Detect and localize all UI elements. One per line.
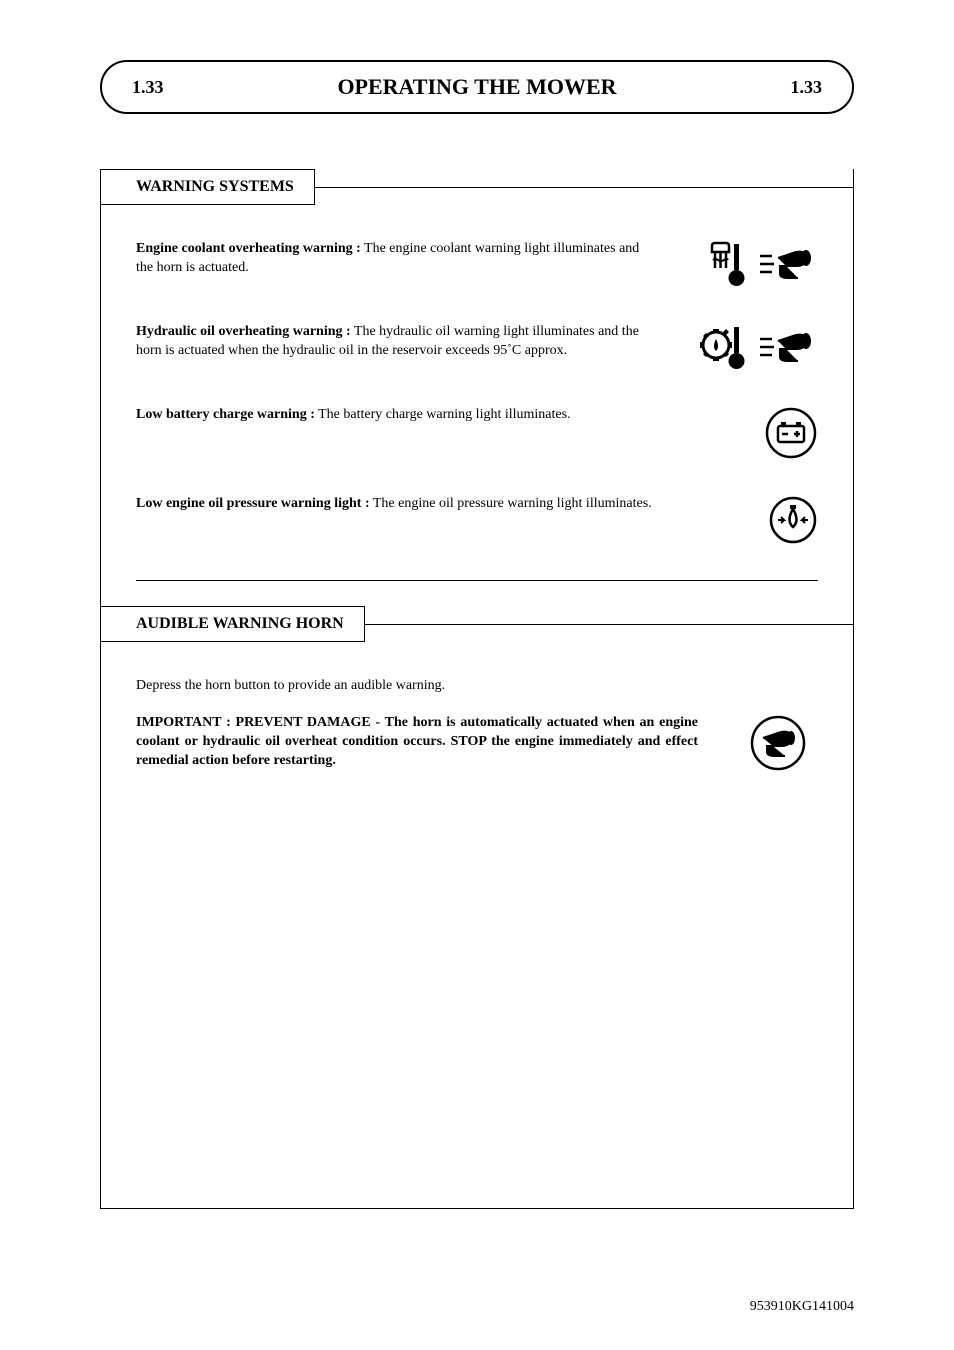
- heading-rule: [315, 187, 853, 188]
- section-heading-warning-systems: WARNING SYSTEMS: [101, 169, 853, 205]
- header-title: OPERATING THE MOWER: [164, 74, 791, 100]
- section-divider: [136, 580, 818, 581]
- warning-item: Hydraulic oil overheating warning : The …: [101, 323, 853, 371]
- important-row: IMPORTANT : PREVENT DAMAGE - The horn is…: [101, 714, 853, 772]
- warning-bold: Engine coolant overheating warning :: [136, 241, 361, 256]
- warning-text: Low battery charge warning : The battery…: [136, 406, 678, 425]
- important-text: IMPORTANT : PREVENT DAMAGE - The horn is…: [136, 714, 738, 772]
- warning-text: Low engine oil pressure warning light : …: [136, 495, 678, 514]
- warning-desc: The battery charge warning light illumin…: [315, 407, 571, 422]
- horn-circle-icon: [749, 714, 807, 772]
- oil-gear-icon: [698, 323, 748, 371]
- content-frame: WARNING SYSTEMS Engine coolant overheati…: [100, 169, 854, 1209]
- horn-sound-icon: [756, 244, 818, 284]
- warning-icons: [678, 240, 818, 288]
- warning-text: Hydraulic oil overheating warning : The …: [136, 323, 678, 361]
- warning-icons: [678, 323, 818, 371]
- warning-desc: The engine oil pressure warning light il…: [370, 496, 652, 511]
- page-header: 1.33 OPERATING THE MOWER 1.33: [100, 60, 854, 114]
- warning-bold: Low engine oil pressure warning light :: [136, 496, 370, 511]
- horn-icon-container: [738, 714, 818, 772]
- section-heading-label: WARNING SYSTEMS: [101, 169, 315, 205]
- warning-icons: [678, 406, 818, 460]
- thermometer-icon: [698, 240, 748, 288]
- warning-item: Low battery charge warning : The battery…: [101, 406, 853, 460]
- oil-drop-icon: [768, 495, 818, 545]
- warning-item: Low engine oil pressure warning light : …: [101, 495, 853, 545]
- header-right-number: 1.33: [791, 77, 823, 98]
- footer-code: 953910KG141004: [750, 1299, 854, 1315]
- warning-text: Engine coolant overheating warning : The…: [136, 240, 678, 278]
- horn-instruction: Depress the horn button to provide an au…: [101, 677, 853, 696]
- warning-icons: [678, 495, 818, 545]
- horn-sound-icon: [756, 327, 818, 367]
- section-heading-label: AUDIBLE WARNING HORN: [101, 606, 365, 642]
- header-left-number: 1.33: [132, 77, 164, 98]
- heading-rule: [365, 624, 853, 625]
- warning-item: Engine coolant overheating warning : The…: [101, 240, 853, 288]
- warning-bold: Low battery charge warning :: [136, 407, 315, 422]
- warning-bold: Hydraulic oil overheating warning :: [136, 324, 351, 339]
- battery-icon: [764, 406, 818, 460]
- section-heading-audible-horn: AUDIBLE WARNING HORN: [101, 606, 853, 642]
